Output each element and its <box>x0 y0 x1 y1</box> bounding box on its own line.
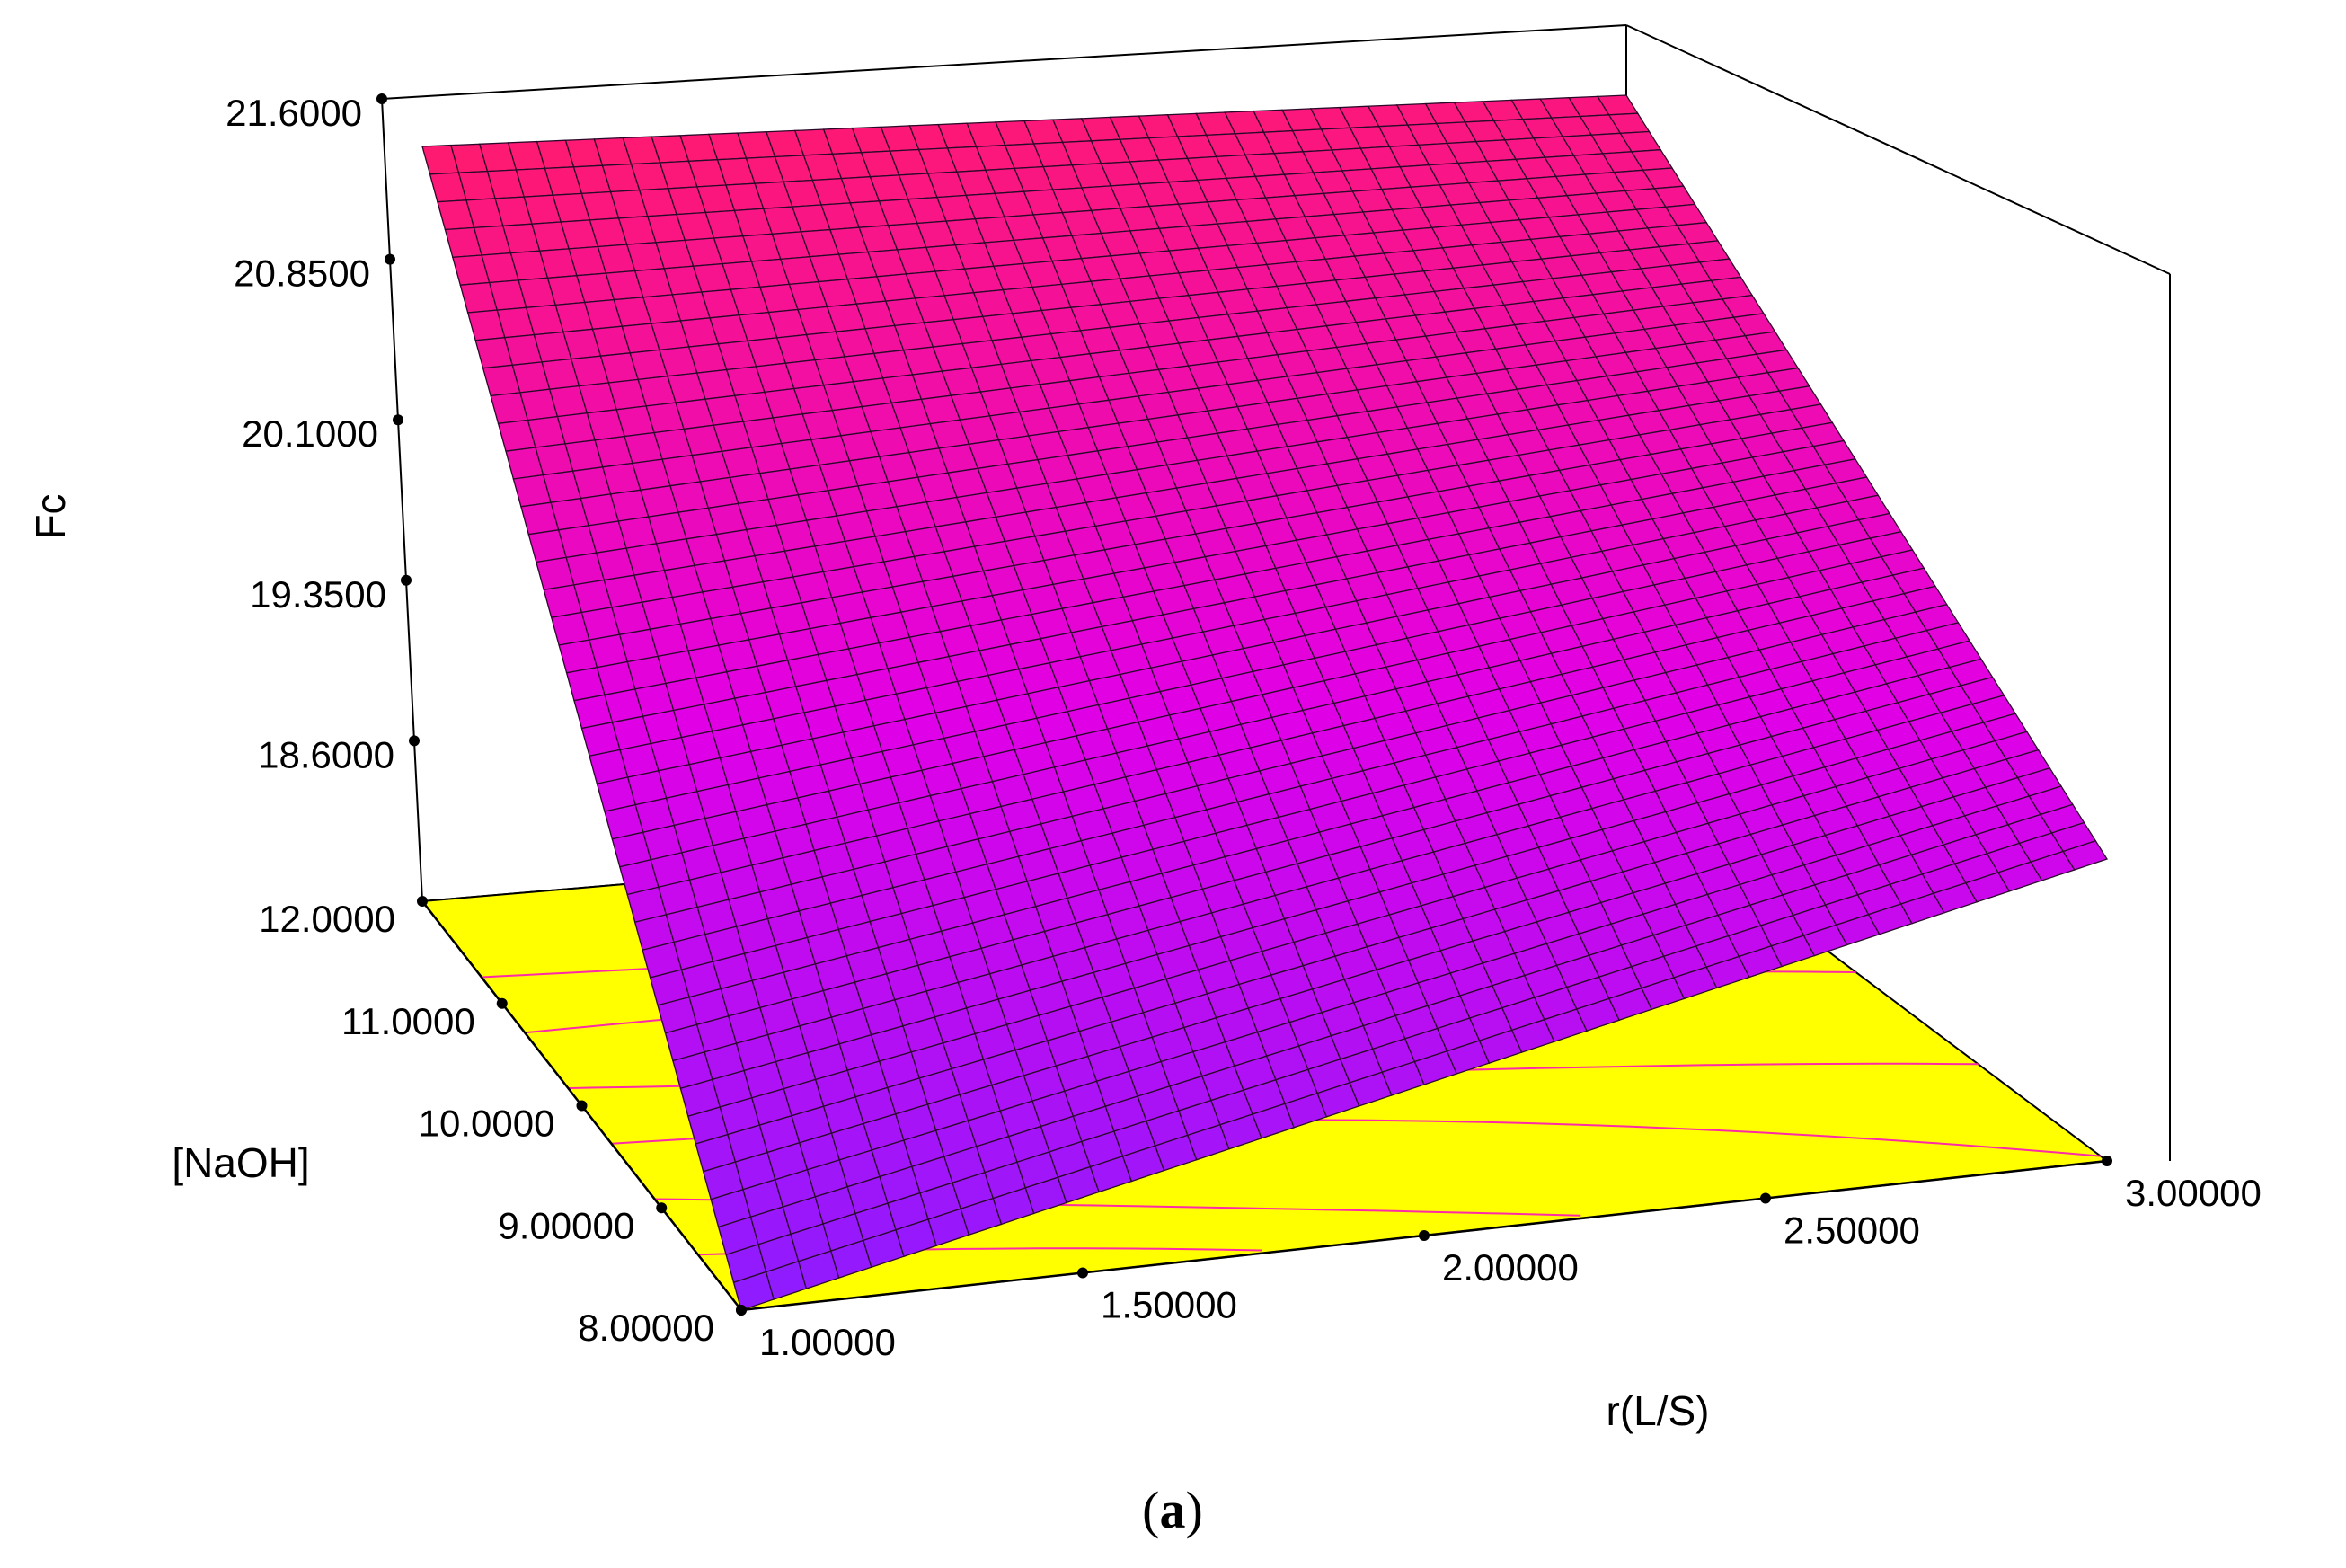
frame-back-top <box>381 24 1627 100</box>
x-tick-label: 1.00000 <box>759 1321 896 1363</box>
tick-dot <box>393 414 403 426</box>
surface-mesh <box>421 94 2108 1311</box>
tick-dot <box>2102 1156 2112 1166</box>
tick-dot <box>1419 1230 1430 1241</box>
caption-open-paren: ( <box>1142 1481 1159 1539</box>
tick-dot <box>401 574 412 586</box>
x-tick-label: 2.50000 <box>1784 1209 1920 1252</box>
frame-back-left-vertical <box>381 98 423 902</box>
tick-marks <box>376 93 2112 1316</box>
tick-dot <box>409 735 420 747</box>
y-tick-label: 10.0000 <box>419 1103 555 1145</box>
surface-cell <box>2062 840 2108 871</box>
tick-dot <box>376 93 387 104</box>
caption-letter: a <box>1160 1481 1186 1539</box>
caption-close-paren: ) <box>1186 1481 1203 1539</box>
tick-dot <box>736 1305 747 1316</box>
y-tick-label: 9.00000 <box>498 1204 634 1246</box>
x-axis-ticks: 1.00000 1.50000 2.00000 2.50000 3.00000 <box>759 1172 2262 1363</box>
z-tick-label: 21.6000 <box>226 92 362 134</box>
tick-dot <box>417 896 428 907</box>
x-axis-title: r(L/S) <box>1607 1387 1710 1434</box>
frame-back-right-top <box>1625 24 2171 275</box>
tick-dot <box>1760 1192 1771 1204</box>
figure-caption: (a) <box>1142 1481 1203 1539</box>
y-tick-label: 12.0000 <box>259 898 395 940</box>
y-axis-ticks: 8.00000 9.00000 10.0000 11.0000 12.0000 <box>259 898 714 1349</box>
tick-dot <box>656 1202 668 1214</box>
z-tick-label: 20.8500 <box>234 252 370 295</box>
y-tick-label: 8.00000 <box>578 1307 714 1349</box>
z-tick-label: 18.6000 <box>258 733 394 775</box>
z-tick-label: 19.3500 <box>250 573 386 616</box>
y-tick-label: 11.0000 <box>341 1000 475 1042</box>
x-tick-label: 2.00000 <box>1442 1246 1579 1289</box>
tick-dot <box>576 1100 588 1112</box>
x-tick-label: 1.50000 <box>1101 1284 1237 1326</box>
y-axis-title: [NaOH] <box>172 1139 309 1186</box>
x-tick-label: 3.00000 <box>2125 1172 2262 1214</box>
tick-dot <box>496 997 508 1009</box>
tick-dot <box>385 253 395 265</box>
tick-dot <box>1077 1267 1088 1279</box>
z-tick-label: 20.1000 <box>242 412 378 455</box>
z-axis-ticks: 18.6000 19.3500 20.1000 20.8500 21.6000 <box>226 92 394 775</box>
z-axis-title: Fc <box>27 493 74 539</box>
